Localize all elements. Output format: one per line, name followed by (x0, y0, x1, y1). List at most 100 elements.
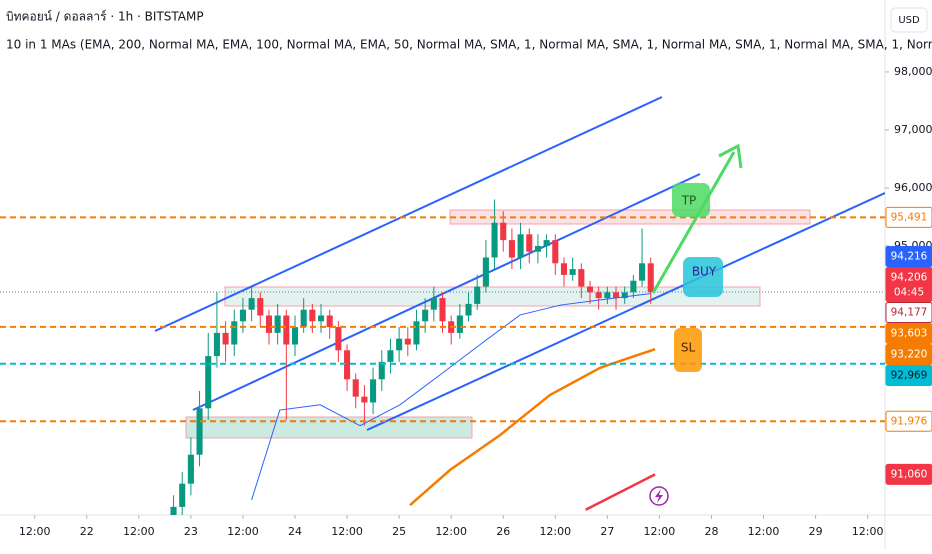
x-tick-label: 26 (496, 525, 510, 538)
x-tick-label: 12:00 (123, 525, 155, 538)
sl-label: SL (681, 341, 696, 355)
candle-body (179, 483, 186, 507)
drawings (154, 96, 885, 439)
candle-body (474, 286, 481, 304)
candle-body (205, 356, 212, 409)
price-label-bg (885, 266, 932, 302)
arrow (651, 151, 736, 294)
channel-line (192, 173, 701, 411)
candle-body (604, 292, 611, 299)
price-label: 94,177 (891, 306, 928, 318)
candle-body (317, 315, 325, 322)
x-tick-label: 12:00 (748, 525, 780, 538)
candle-body (422, 309, 429, 322)
price-label-bg (885, 410, 932, 432)
overlays: TP BUY SL (649, 143, 743, 506)
symbol-title: บิทคอยน์ / ดอลลาร์ · 1h · BITSTAMP (6, 10, 204, 24)
candle-body (265, 315, 273, 333)
candle-body (621, 292, 628, 299)
candle-body (222, 332, 229, 345)
buy-box (683, 257, 723, 297)
x-tick-label: 28 (704, 525, 718, 538)
x-tick-label: 24 (288, 525, 302, 538)
candle-body (465, 303, 472, 316)
candle-body (291, 327, 299, 345)
price-label-bg (885, 301, 932, 323)
x-tick-label: 12:00 (19, 525, 51, 538)
candle-body (552, 240, 559, 264)
candle-body (560, 263, 568, 275)
moving-average (409, 347, 656, 507)
price-label: 93,220 (891, 348, 928, 360)
candle-body (508, 240, 515, 258)
candle-body (309, 309, 316, 322)
x-tick-label: 12:00 (331, 525, 363, 538)
moving-average (585, 473, 656, 511)
x-tick-label: 12:00 (852, 525, 884, 538)
candle-body (639, 263, 646, 281)
candle-body (491, 222, 498, 258)
candle-body (595, 292, 602, 299)
candle-body (378, 361, 385, 380)
event-icon-bolt (655, 489, 663, 503)
price-label-bg (885, 364, 932, 386)
moving-average (251, 293, 651, 501)
zone (224, 286, 761, 307)
candle-body (300, 309, 307, 328)
candle-body (404, 338, 411, 345)
zone (185, 416, 473, 439)
candle-body (239, 309, 246, 322)
series (0, 199, 885, 515)
currency: USD (898, 15, 920, 26)
price-label: 92,969 (891, 369, 928, 381)
candle-body (196, 408, 203, 455)
candle-body (500, 222, 507, 241)
candle-body (170, 506, 177, 515)
candle-body (361, 396, 368, 403)
x-tick-label: 12:00 (435, 525, 467, 538)
tp-label: TP (681, 194, 697, 208)
candle-body (543, 240, 550, 246)
price-label-bg (885, 206, 932, 228)
currency-button[interactable] (890, 7, 928, 33)
price-label: 91,976 (891, 415, 928, 427)
candle-body (274, 315, 281, 333)
countdown: 04:45 (894, 286, 924, 298)
price-label-bg (885, 322, 932, 344)
candle-body (370, 379, 377, 403)
candle-body (248, 298, 255, 310)
buy-label: BUY (692, 265, 717, 279)
x-tick-label: 12:00 (227, 525, 259, 538)
candle-body (352, 379, 359, 397)
candle-body (612, 292, 620, 299)
candle-body (396, 338, 403, 351)
price-axis: 95,00096,00097,00098,00095,49194,21694,2… (885, 65, 932, 485)
sl-box (674, 328, 702, 372)
price-label: 94,206 (891, 271, 928, 283)
candle-body (647, 263, 654, 293)
candle-body (569, 269, 576, 275)
x-tick-label: 25 (392, 525, 406, 538)
arrow-head (718, 143, 743, 169)
candle-body (517, 234, 524, 258)
candle-body (456, 315, 463, 333)
channel-line (366, 192, 885, 431)
candle-body (187, 454, 194, 484)
candle-body (439, 298, 446, 322)
candle-body (630, 280, 637, 293)
candle-body (335, 327, 342, 351)
candle-body (213, 332, 220, 357)
candle-body (586, 286, 594, 293)
candle-body (326, 315, 333, 328)
price-label-bg (885, 463, 932, 485)
price-label-bg (885, 245, 932, 267)
x-tick-label: 22 (80, 525, 94, 538)
y-tick-label: 97,000 (894, 123, 932, 136)
price-label: 95,491 (891, 211, 928, 223)
x-tick-label: 12:00 (644, 525, 676, 538)
y-tick-label: 98,000 (894, 65, 932, 78)
candle-body (413, 321, 420, 345)
channel-line (154, 96, 663, 332)
price-label: 93,603 (891, 327, 928, 339)
